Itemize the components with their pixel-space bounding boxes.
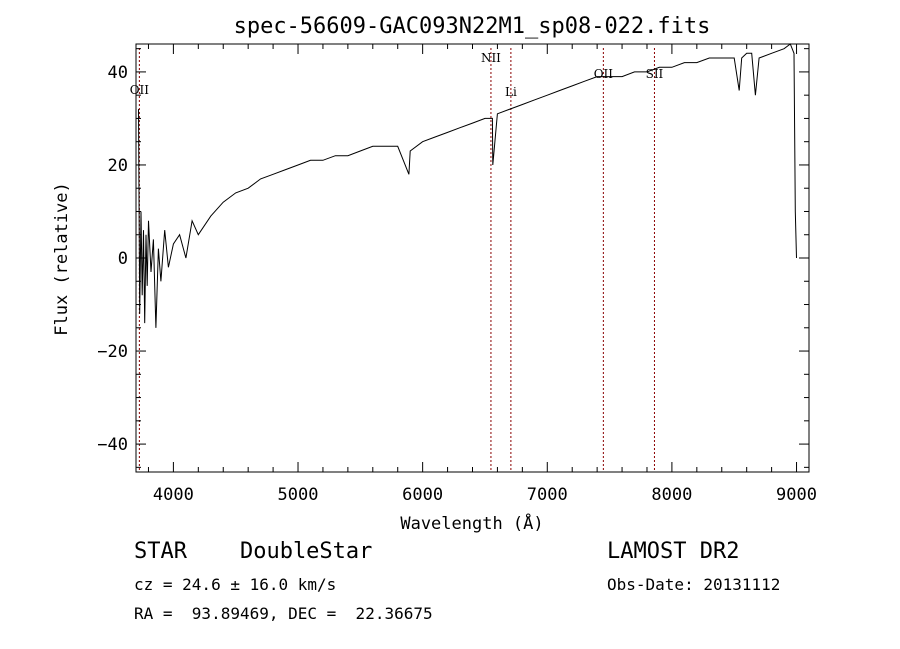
y-tick-label: −20 xyxy=(97,342,128,362)
line-marker-label: OII xyxy=(130,83,150,97)
axis-ticks: 4000 5000 6000 7000 8000 9000 −40 −20 0 20 40 xyxy=(97,44,817,505)
spectrum-line xyxy=(138,43,797,328)
x-tick-label: 9000 xyxy=(776,485,817,505)
y-tick-label: 20 xyxy=(108,156,128,176)
x-tick-label: 4000 xyxy=(153,485,194,505)
x-tick-label: 5000 xyxy=(278,485,319,505)
line-marker-label: NII xyxy=(481,51,501,65)
y-tick-label: 0 xyxy=(118,249,128,269)
y-tick-label: −40 xyxy=(97,435,128,455)
x-tick-label: 7000 xyxy=(527,485,568,505)
chart-title: spec-56609-GAC093N22M1_sp08-022.fits xyxy=(234,14,711,39)
cz-value: cz = 24.6 ± 16.0 km/s xyxy=(134,575,337,594)
coordinates: RA = 93.89469, DEC = 22.36675 xyxy=(134,604,433,623)
plot-frame xyxy=(135,43,810,473)
x-tick-label: 6000 xyxy=(402,485,443,505)
line-marker-label: OII xyxy=(594,67,614,81)
y-tick-label: 40 xyxy=(108,63,128,83)
x-tick-label: 8000 xyxy=(651,485,692,505)
x-axis-label: Wavelength (Å) xyxy=(400,512,543,534)
observation-date: Obs-Date: 20131112 xyxy=(607,575,781,594)
survey-name: LAMOST DR2 xyxy=(607,539,740,564)
line-marker-label: Li xyxy=(505,85,517,99)
object-class: STAR DoubleStar xyxy=(134,539,373,564)
y-axis-label: Flux (relative) xyxy=(52,182,72,336)
